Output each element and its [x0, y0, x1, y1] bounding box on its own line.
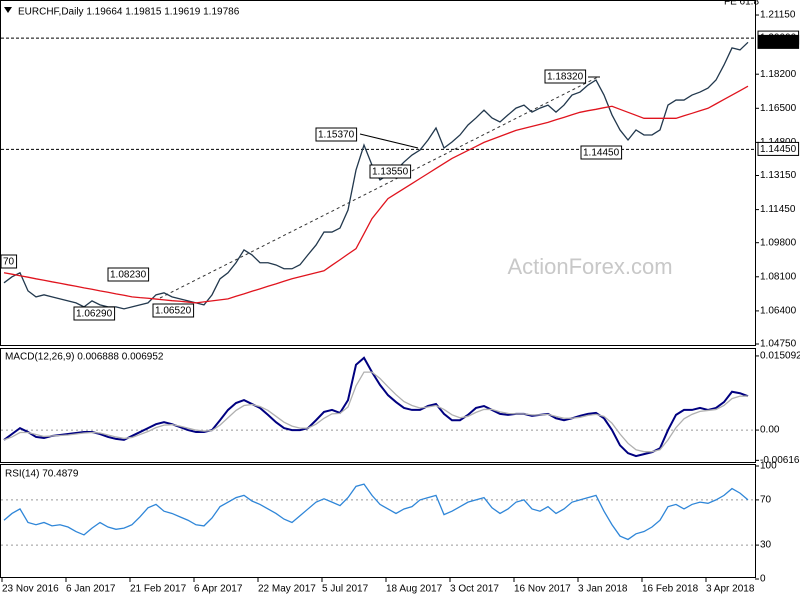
- y-tick-label: 1.21150: [760, 10, 796, 21]
- x-tick-label: 3 Apr 2018: [706, 584, 755, 595]
- annotation-box: [0, 254, 18, 269]
- annotation-box: [544, 69, 587, 84]
- x-tick-label: 18 Aug 2017: [386, 584, 443, 595]
- y-tick-label: 70: [760, 495, 772, 506]
- x-tick-label: 6 Apr 2017: [194, 584, 243, 595]
- y-tick-label: 1.16500: [760, 103, 797, 114]
- x-tick-label: 23 Nov 2016: [2, 584, 59, 595]
- macd-panel: [0, 348, 756, 463]
- annotation: 1.13550: [372, 167, 409, 178]
- x-tick-label: 16 Nov 2017: [514, 584, 571, 595]
- rsi-panel: [0, 464, 756, 578]
- x-tick-label: 5 Jul 2017: [322, 584, 369, 595]
- series-line: [3, 85, 749, 304]
- menu-icon: [4, 7, 12, 13]
- level-label: 1.14450: [760, 144, 797, 155]
- y-tick-label: 1.08100: [760, 271, 797, 282]
- annotation-box: [152, 303, 195, 318]
- series-line: [3, 371, 748, 453]
- price-panel: [0, 0, 756, 346]
- panel-title: EURCHF,Daily 1.19664 1.19815 1.19619 1.1…: [18, 7, 240, 18]
- x-tick-label: 6 Jan 2017: [66, 584, 116, 595]
- y-tick-label: 1.06400: [760, 306, 797, 317]
- last-price-box: [757, 34, 800, 49]
- annotation-box: [369, 164, 412, 179]
- annotation: 1.06520: [155, 306, 192, 317]
- annotation: 1.14450: [583, 148, 620, 159]
- watermark: ActionForex.com: [507, 254, 672, 279]
- x-tick-label: 22 May 2017: [258, 584, 316, 595]
- level-label-box: [757, 141, 800, 156]
- x-tick-label: 3 Oct 2017: [450, 584, 499, 595]
- y-tick-label: 1.04750: [760, 339, 797, 350]
- y-tick-label: 0: [760, 574, 766, 585]
- y-tick-label: 1.11450: [760, 204, 796, 215]
- annotation-box: [580, 145, 623, 160]
- y-tick-label: 1.18200: [760, 69, 797, 80]
- trend-line: [159, 76, 599, 299]
- panel-title: RSI(14) 70.4879: [5, 469, 79, 480]
- annotation: 1.18320: [547, 72, 584, 83]
- panel-title: MACD(12,26,9) 0.006888 0.006952: [5, 352, 164, 363]
- annotation: 1.06290: [76, 309, 113, 320]
- x-tick-label: 21 Feb 2017: [130, 584, 187, 595]
- annotation: 70: [3, 257, 15, 268]
- x-tick-label: 16 Feb 2018: [642, 584, 699, 595]
- annotation-box: [107, 267, 150, 282]
- y-tick-label: 100: [760, 461, 777, 472]
- note: FE 61.8: [724, 0, 759, 8]
- y-tick-label: 0.00: [760, 425, 780, 436]
- annotation: 1.15370: [318, 130, 355, 141]
- x-tick-label: 3 Jan 2018: [578, 584, 628, 595]
- y-tick-label: -0.006163: [760, 455, 800, 466]
- y-tick-label: 0.015092: [760, 351, 800, 362]
- annotation-box: [73, 306, 116, 321]
- series-line: [3, 483, 749, 541]
- y-tick-label: 30: [760, 540, 772, 551]
- y-tick-label: 1.09800: [760, 237, 797, 248]
- y-tick-label: 1.13150: [760, 170, 797, 181]
- last-price: 1.19786: [760, 37, 797, 48]
- fib-line: [359, 133, 419, 149]
- annotation: 1.08230: [110, 270, 147, 281]
- annotation-box: [315, 127, 358, 142]
